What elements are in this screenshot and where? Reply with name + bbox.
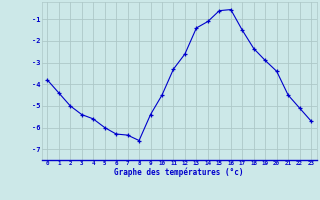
X-axis label: Graphe des températures (°c): Graphe des températures (°c): [115, 167, 244, 177]
